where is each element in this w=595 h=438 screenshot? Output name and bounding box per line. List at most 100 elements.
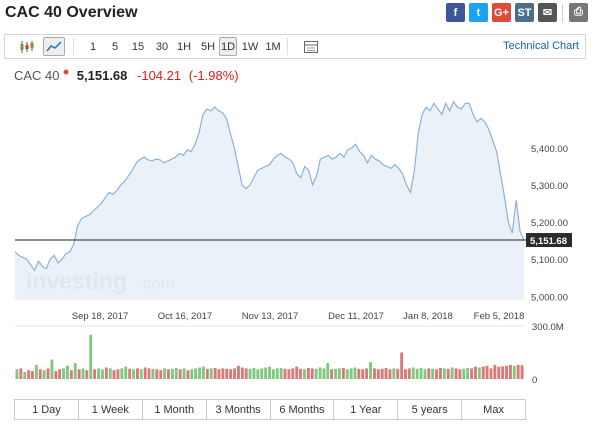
volume-bar	[147, 368, 151, 379]
instrument-name: CAC 40	[14, 68, 60, 83]
volume-bar	[275, 368, 279, 379]
volume-bar	[81, 368, 85, 379]
print-icon[interactable]: ⎙	[569, 3, 588, 22]
volume-bar	[314, 368, 318, 379]
google-plus-icon[interactable]: G+	[492, 3, 511, 22]
volume-bar	[178, 369, 182, 379]
price-line	[14, 100, 525, 272]
volume-bar	[38, 369, 42, 379]
range-6-months[interactable]: 6 Months	[271, 400, 335, 419]
candlestick-chart-icon[interactable]	[17, 37, 37, 56]
range-1-week[interactable]: 1 Week	[79, 400, 143, 419]
volume-bar	[62, 368, 65, 379]
volume-bar	[318, 367, 322, 379]
interval-5h[interactable]: 5H	[200, 40, 216, 53]
time-range-bar: 1 Day 1 Week 1 Month 3 Months 6 Months 1 Year…	[14, 399, 526, 420]
stocktwits-icon[interactable]: ST	[515, 3, 534, 22]
volume-bar	[46, 368, 50, 379]
volume-bar	[380, 368, 384, 379]
price-chart[interactable]: Investing.com5,151.685,400.005,300.005,2…	[0, 88, 595, 393]
volume-bar	[167, 369, 170, 379]
interval-1m[interactable]: 1M	[265, 40, 281, 53]
volume-bar	[42, 370, 46, 379]
volume-bar	[505, 365, 508, 380]
volume-bar	[373, 368, 376, 379]
volume-bar	[132, 369, 135, 379]
interval-1w[interactable]: 1W	[241, 40, 259, 53]
volume-bar	[466, 368, 470, 379]
volume-bar	[287, 369, 291, 379]
volume-bar	[225, 368, 229, 379]
volume-bar	[97, 368, 100, 379]
range-1-day[interactable]: 1 Day	[15, 400, 79, 419]
x-tick-label: Jan 8, 2018	[403, 311, 453, 322]
volume-bar	[427, 368, 431, 379]
volume-bar	[268, 366, 271, 379]
volume-bar	[108, 368, 112, 379]
volume-bar	[66, 365, 69, 380]
email-icon[interactable]: ✉	[538, 3, 557, 22]
volume-bar	[237, 365, 240, 380]
volume-bar	[229, 369, 233, 379]
volume-bar	[520, 365, 524, 379]
volume-bar	[388, 369, 392, 379]
x-tick-label: Oct 16, 2017	[158, 311, 212, 322]
volume-bar	[384, 368, 388, 379]
volume-bar	[31, 371, 34, 379]
volume-bar	[256, 369, 260, 379]
x-tick-label: Feb 5, 2018	[474, 311, 525, 322]
volume-bar	[139, 369, 143, 379]
x-tick-label: Sep 18, 2017	[72, 311, 129, 322]
x-tick-label: Nov 13, 2017	[242, 311, 299, 322]
volume-bar	[54, 371, 58, 379]
range-3-months[interactable]: 3 Months	[207, 400, 271, 419]
volume-bar	[85, 370, 89, 379]
volume-bar	[357, 368, 361, 379]
volume-bar	[73, 363, 77, 379]
chart-settings-icon[interactable]	[301, 37, 321, 56]
volume-bar	[93, 369, 97, 379]
volume-bar	[330, 369, 334, 379]
range-5-years[interactable]: 5 years	[398, 400, 463, 419]
volume-bar	[271, 369, 275, 379]
facebook-icon[interactable]: f	[446, 3, 465, 22]
volume-bar	[392, 368, 396, 379]
volume-bar	[213, 368, 217, 379]
technical-chart-link[interactable]: Technical Chart	[503, 40, 579, 52]
interval-1d[interactable]: 1D	[219, 37, 237, 56]
price-area	[15, 101, 524, 300]
area-chart-icon[interactable]	[43, 37, 65, 56]
volume-bar	[501, 366, 505, 379]
volume-bar	[89, 334, 93, 379]
interval-5[interactable]: 5	[111, 40, 119, 53]
volume-bar	[233, 368, 236, 379]
volume-bar	[264, 367, 268, 379]
volume-bar	[462, 368, 466, 379]
volume-bar	[477, 367, 481, 379]
x-tick-label: Dec 11, 2017	[328, 311, 384, 322]
range-1-month[interactable]: 1 Month	[143, 400, 207, 419]
volume-bar	[345, 369, 349, 379]
volume-bar	[116, 369, 120, 379]
volume-bar	[295, 366, 299, 379]
interval-1[interactable]: 1	[89, 40, 97, 53]
volume-bar	[439, 368, 442, 379]
range-1-year[interactable]: 1 Year	[334, 400, 399, 419]
volume-bar	[334, 368, 337, 379]
volume-bar	[248, 368, 252, 379]
interval-1h[interactable]: 1H	[176, 40, 192, 53]
y-tick-label: 5,100.00	[531, 255, 568, 266]
volume-bar	[361, 369, 365, 379]
volume-bar	[260, 368, 264, 379]
last-price: 5,151.68	[76, 68, 128, 83]
volume-bar	[163, 368, 166, 379]
interval-30[interactable]: 30	[155, 40, 169, 53]
twitter-icon[interactable]: t	[469, 3, 488, 22]
share-divider	[562, 4, 563, 22]
volume-bar	[454, 368, 458, 379]
volume-bar	[120, 368, 124, 379]
volume-bar	[221, 368, 225, 379]
interval-15[interactable]: 15	[131, 40, 145, 53]
volume-bar	[190, 369, 194, 379]
range-max[interactable]: Max	[483, 403, 504, 416]
